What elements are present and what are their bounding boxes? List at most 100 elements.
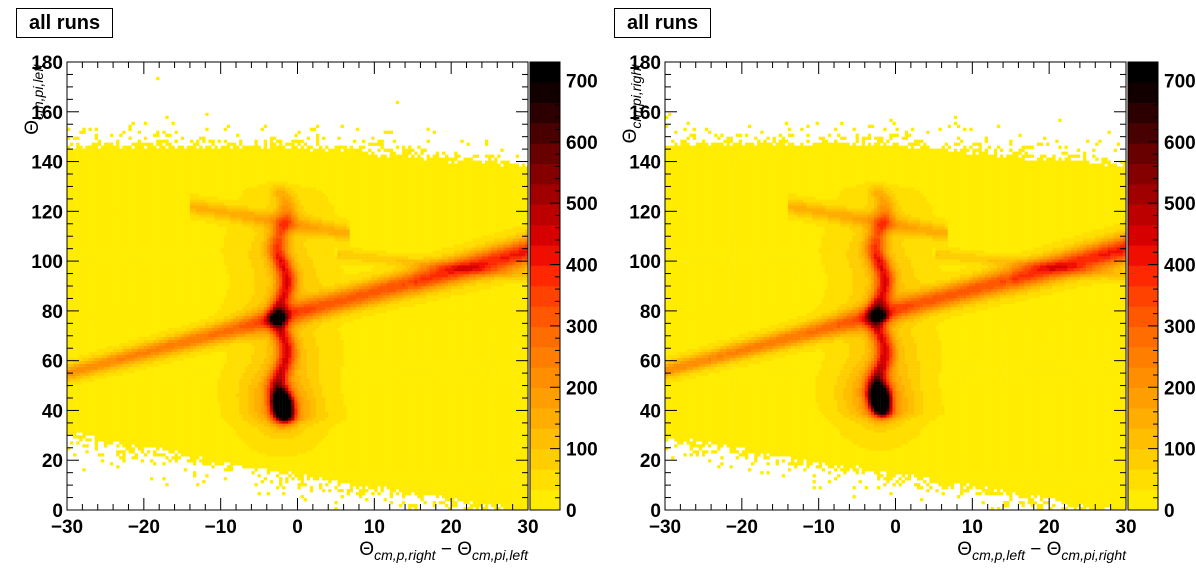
heatmap-cell: [189, 423, 194, 427]
heatmap-cell: [199, 181, 203, 185]
heatmap-cell: [88, 402, 92, 406]
heatmap-cell: [88, 417, 92, 421]
heatmap-cell: [103, 181, 108, 185]
heatmap-cell: [193, 256, 197, 260]
heatmap-cell: [156, 405, 160, 409]
heatmap-cell: [73, 402, 77, 406]
heatmap-cell: [125, 235, 129, 239]
heatmap-cell: [119, 336, 123, 341]
heatmap-cell: [180, 336, 185, 341]
heatmap-cell: [211, 175, 215, 179]
heatmap-cell: [146, 217, 151, 221]
heatmap-cell: [171, 253, 175, 257]
heatmap-cell: [76, 354, 80, 358]
heatmap-cell: [205, 453, 209, 457]
heatmap-cell: [211, 232, 215, 236]
heatmap-cell: [189, 324, 194, 329]
heatmap-cell: [199, 357, 203, 361]
heatmap-cell: [106, 345, 111, 349]
heatmap-cell: [177, 357, 181, 361]
heatmap-cell: [88, 205, 92, 209]
heatmap-cell: [149, 294, 154, 299]
heatmap-cell: [199, 277, 203, 281]
heatmap-cell: [208, 327, 212, 332]
heatmap-cell: [131, 244, 135, 248]
heatmap-cell: [137, 151, 142, 155]
heatmap-cell: [143, 211, 148, 215]
heatmap-cell: [70, 253, 74, 257]
heatmap-cell: [140, 229, 145, 233]
heatmap-cell: [168, 268, 172, 272]
heatmap-cell: [177, 297, 181, 302]
heatmap-cell: [103, 157, 108, 161]
heatmap-cell: [159, 271, 163, 275]
heatmap-cell: [159, 408, 163, 412]
heatmap-cell: [149, 193, 154, 197]
heatmap-cell: [70, 178, 74, 182]
heatmap-cell: [211, 217, 215, 221]
heatmap-cell: [146, 262, 151, 266]
heatmap-cell: [159, 226, 163, 230]
heatmap-cell: [85, 247, 89, 251]
heatmap-cell: [189, 375, 194, 379]
heatmap-cell: [211, 378, 215, 382]
heatmap-cell: [162, 447, 166, 451]
heatmap-cell: [79, 247, 83, 251]
heatmap-cell: [149, 211, 154, 215]
heatmap-cell: [180, 277, 185, 281]
heatmap-cell: [106, 339, 111, 343]
heatmap-cell: [171, 306, 175, 311]
heatmap-cell: [162, 205, 166, 209]
heatmap-cell: [193, 423, 197, 427]
heatmap-cell: [110, 333, 114, 338]
heatmap-cell: [162, 300, 166, 305]
heatmap-cell: [79, 187, 83, 191]
heatmap-cell: [73, 157, 77, 161]
heatmap-cell: [208, 423, 212, 427]
heatmap-cell: [183, 438, 188, 442]
heatmap-cell: [171, 333, 175, 338]
heatmap-cell: [131, 312, 135, 317]
heatmap-cell: [113, 324, 117, 329]
heatmap-cell: [116, 411, 120, 415]
heatmap-cell: [159, 142, 163, 146]
heatmap-cell: [73, 226, 77, 230]
heatmap-cell: [199, 199, 203, 203]
heatmap-cell: [189, 429, 194, 433]
heatmap-cell: [153, 226, 157, 230]
heatmap-cell: [110, 375, 114, 379]
heatmap-cell: [199, 220, 203, 224]
heatmap-cell: [137, 345, 142, 349]
heatmap-cell: [159, 193, 163, 197]
heatmap-cell: [146, 178, 151, 182]
heatmap-cell: [171, 235, 175, 239]
heatmap-cell: [193, 169, 197, 173]
heatmap-cell: [180, 414, 185, 418]
heatmap-cell: [91, 411, 95, 415]
heatmap-cell: [193, 375, 197, 379]
heatmap-cell: [106, 241, 111, 245]
heatmap-cell: [168, 193, 172, 197]
heatmap-cell: [82, 342, 86, 346]
heatmap-cell: [134, 342, 138, 346]
heatmap-cell: [79, 360, 83, 364]
heatmap-cell: [97, 390, 102, 394]
heatmap-cell: [67, 372, 71, 376]
heatmap-cell: [103, 387, 108, 391]
heatmap-cell: [174, 286, 178, 290]
heatmap-cell: [156, 381, 160, 385]
heatmap-cell: [94, 136, 98, 140]
heatmap-cell: [153, 315, 157, 320]
heatmap-cell: [183, 288, 188, 293]
heatmap-cell: [140, 402, 145, 406]
heatmap-cell: [103, 345, 108, 349]
heatmap-cell: [67, 271, 71, 275]
heatmap-cell: [208, 259, 212, 263]
heatmap-cell: [159, 441, 163, 445]
heatmap-cell: [162, 187, 166, 191]
heatmap-cell: [73, 193, 77, 197]
heatmap-cell: [205, 112, 209, 117]
heatmap-cell: [85, 235, 89, 239]
heatmap-cell: [103, 438, 108, 442]
heatmap-cell: [143, 294, 148, 299]
